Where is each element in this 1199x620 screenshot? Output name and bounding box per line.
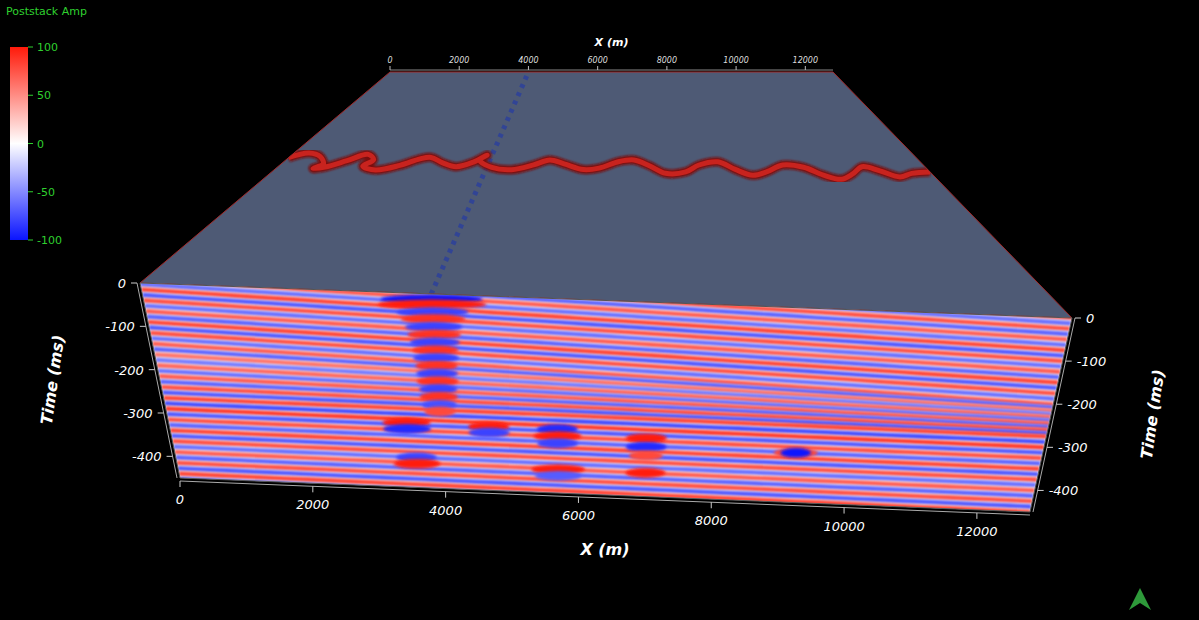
y-tick-right — [1047, 447, 1053, 448]
anomaly — [383, 424, 431, 434]
colorbar-title: Poststack Amp — [6, 5, 87, 18]
x-tick-label-top: 0 — [387, 56, 392, 65]
x-tick — [844, 508, 845, 514]
y-tick-right — [1066, 361, 1072, 362]
x-tick-label: 8000 — [695, 513, 728, 528]
top-face-marks — [288, 72, 930, 294]
x-tick-label-top: 10000 — [723, 56, 748, 65]
y-tick-right — [1075, 318, 1081, 319]
x-tick — [711, 502, 712, 508]
y-tick-label-left: 0 — [118, 276, 126, 291]
y-tick-label-right: -400 — [1049, 483, 1079, 498]
x-tick — [312, 486, 313, 492]
anomaly — [626, 442, 667, 452]
anomaly — [393, 459, 440, 469]
y-tick-label-right: -200 — [1067, 397, 1097, 412]
channel — [288, 153, 930, 179]
x-axis-line-top — [390, 70, 833, 71]
x-tick-label-top: 8000 — [657, 56, 677, 65]
front-face-marks — [135, 257, 1072, 517]
x-tick-top — [736, 66, 737, 70]
y-tick-label-left: -200 — [114, 363, 144, 378]
x-tick — [445, 492, 446, 498]
x-tick-top — [528, 66, 529, 70]
anomaly — [629, 451, 663, 461]
y-tick-label-right: 0 — [1086, 311, 1094, 326]
x-tick-label-top: 6000 — [587, 56, 607, 65]
x-tick — [578, 497, 579, 503]
colorbar-tick-label: 50 — [37, 89, 51, 102]
anomaly — [537, 439, 578, 449]
colorbar-tick-label: 0 — [37, 138, 44, 151]
reflector — [176, 457, 1034, 495]
x-axis-title-top: X (m) — [594, 36, 629, 49]
y-axis-title-left: Time (ms) — [37, 334, 68, 426]
top-face-outline — [140, 72, 1072, 318]
anomaly — [774, 448, 818, 458]
x-tick-label: 6000 — [562, 508, 595, 523]
y-tick-label-left: -400 — [132, 449, 162, 464]
y-tick-left — [140, 326, 146, 327]
colorbar-tick-label: -50 — [37, 186, 55, 199]
colorbar-tick — [28, 143, 33, 144]
reflector — [179, 474, 1030, 512]
x-tick-top — [390, 66, 391, 70]
y-tick-right — [1038, 490, 1044, 491]
x-tick-top — [459, 66, 460, 70]
anomaly — [625, 468, 665, 478]
colorbar-tick-label: -100 — [37, 234, 62, 247]
colorbar-tick — [28, 191, 33, 192]
front-face — [140, 283, 1072, 512]
y-tick-label-left: -300 — [123, 406, 153, 421]
y-tick-label-right: -100 — [1077, 354, 1107, 369]
x-tick — [976, 513, 977, 519]
x-tick-label-top: 2000 — [449, 56, 469, 65]
x-axis-title: X (m) — [579, 540, 629, 559]
colorbar-tick — [28, 240, 33, 241]
y-tick-left — [149, 369, 155, 370]
x-tick-label: 12000 — [956, 524, 997, 539]
x-tick-label: 0 — [176, 492, 184, 507]
lineament — [431, 72, 528, 294]
channel-rim — [288, 153, 930, 179]
x-tick-top — [666, 66, 667, 70]
y-tick-label-right: -300 — [1058, 440, 1088, 455]
x-tick-label: 2000 — [296, 497, 329, 512]
y-tick-left — [158, 413, 164, 414]
y-tick-left — [167, 456, 173, 457]
y-tick-left — [131, 283, 137, 284]
reflector — [175, 452, 1035, 490]
north-arrow — [1129, 588, 1151, 610]
x-tick-label: 4000 — [429, 503, 462, 518]
anomaly — [424, 407, 455, 417]
x-axis-line — [180, 481, 1030, 515]
anomaly — [780, 448, 811, 458]
x-tick-label-top: 12000 — [793, 56, 818, 65]
anomaly — [469, 428, 510, 438]
y-tick-right — [1056, 404, 1062, 405]
colorbar-tick — [28, 47, 33, 48]
x-tick — [180, 481, 181, 487]
y-tick-label-left: -100 — [105, 319, 135, 334]
x-tick-label-top: 4000 — [518, 56, 538, 65]
y-axis-title-right: Time (ms) — [1137, 368, 1168, 460]
figure: 020004000600080001000012000X (m)02000400… — [0, 0, 1199, 620]
front-face-outline — [140, 283, 1072, 512]
x-tick-label: 10000 — [823, 519, 864, 534]
colorbar-tick — [28, 95, 33, 96]
colorbar — [10, 47, 28, 240]
anomaly — [626, 433, 667, 443]
anomaly — [535, 471, 582, 481]
x-tick-top — [805, 66, 806, 70]
colorbar-tick-label: 100 — [37, 41, 58, 54]
chart-root: 020004000600080001000012000X (m)02000400… — [0, 0, 1199, 620]
x-tick-top — [597, 66, 598, 70]
top-face — [140, 72, 1072, 318]
